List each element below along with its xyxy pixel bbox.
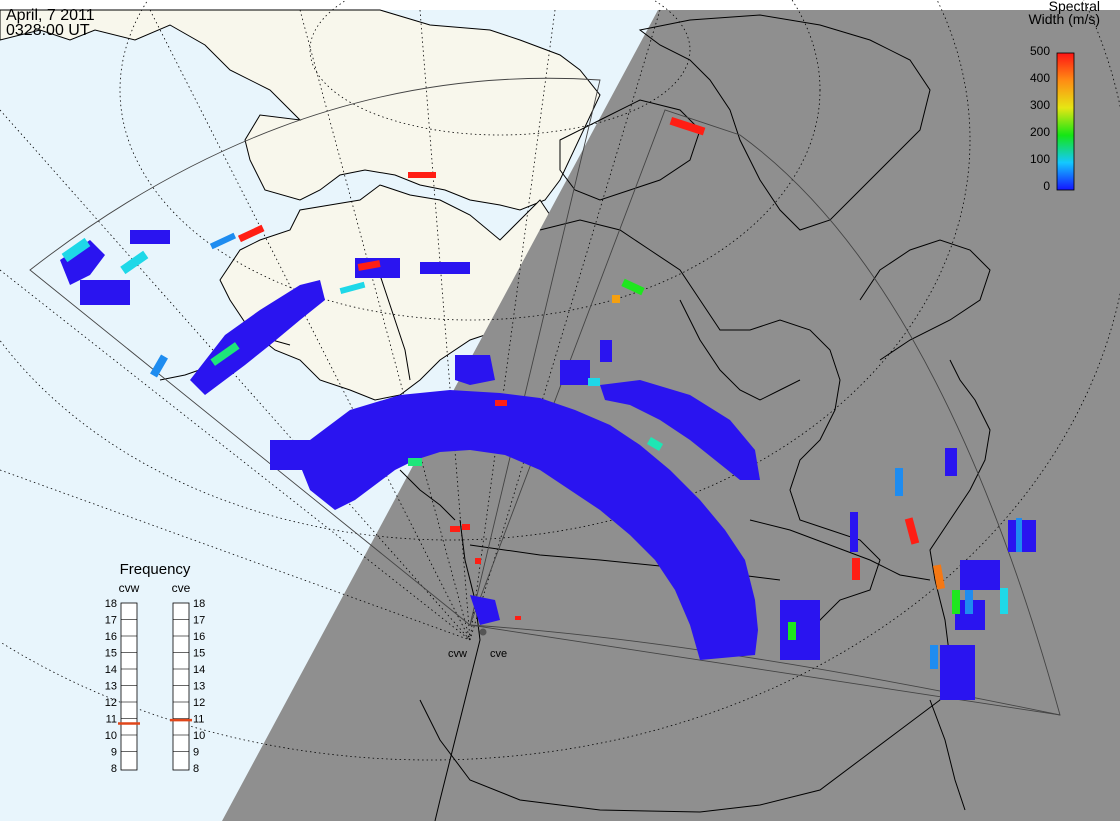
frequency-tick-cvw-9: 9 — [111, 747, 117, 759]
frequency-panel: Frequency cvw cve 1817161514131211109818… — [105, 561, 206, 775]
frequency-title: Frequency — [120, 561, 191, 578]
date-label: April, 7 2011 — [6, 7, 95, 24]
time-label: 0328:00 UT — [6, 22, 90, 39]
station-label-cvw: cvw — [448, 648, 467, 660]
frequency-tick-cvw-12: 12 — [105, 697, 117, 709]
frequency-tick-cvw-15: 15 — [105, 648, 117, 660]
frequency-tick-cve-16: 16 — [193, 631, 205, 643]
frequency-bars: 18 17 16 15 14 13 12 11 10 9 8 18 17 16 15 14 13 12 11 10 9 8 — [105, 598, 206, 775]
frequency-tick-cvw-18: 18 — [105, 598, 117, 610]
colorbar-title: Spectral Width (m/s) — [1028, 0, 1100, 26]
frequency-tick-cvw-8: 8 — [111, 763, 117, 775]
frequency-tick-cve-9: 9 — [193, 747, 199, 759]
timestamp-header: April, 7 2011 0328:00 UT — [6, 7, 95, 39]
frequency-tick-cve-12: 12 — [193, 697, 205, 709]
land-day-side — [0, 9, 601, 211]
colorbar-ticks: 500 400 300 200 100 0 — [1030, 44, 1050, 193]
radar-site-marker — [479, 628, 487, 636]
frequency-tick-cve-14: 14 — [193, 664, 205, 676]
frequency-tick-cvw-11: 11 — [106, 714, 117, 726]
colorbar-tick-100: 100 — [1030, 152, 1050, 166]
spectral-width-colorbar — [1056, 52, 1075, 191]
frequency-tick-cve-17: 17 — [193, 615, 205, 627]
frequency-tick-cve-8: 8 — [193, 763, 199, 775]
frequency-tick-cvw-14: 14 — [105, 664, 117, 676]
colorbar-title-line1: Spectral — [1048, 0, 1100, 14]
frequency-tick-cve-13: 13 — [193, 681, 205, 693]
graticule — [0, 0, 1120, 761]
frequency-tick-cve-15: 15 — [193, 648, 205, 660]
frequency-bar-cvw — [120, 602, 138, 771]
station-label-cve: cve — [490, 648, 507, 660]
colorbar-tick-300: 300 — [1030, 98, 1050, 112]
frequency-column-label-cvw: cvw — [119, 581, 140, 595]
frequency-bar-cve — [172, 602, 190, 771]
colorbar-tick-400: 400 — [1030, 71, 1050, 85]
colorbar-tick-0: 0 — [1043, 179, 1050, 193]
frequency-tick-cvw-10: 10 — [105, 730, 117, 742]
frequency-tick-cvw-13: 13 — [105, 681, 117, 693]
frequency-tick-cvw-17: 17 — [105, 615, 117, 627]
frequency-tick-cve-10: 10 — [193, 730, 205, 742]
frequency-tick-cvw-16: 16 — [105, 631, 117, 643]
frequency-column-label-cve: cve — [172, 581, 191, 595]
radar-echoes-colored — [61, 116, 1022, 669]
frequency-tick-cve-11: 11 — [193, 714, 204, 726]
colorbar-tick-200: 200 — [1030, 125, 1050, 139]
radar-echoes — [60, 230, 1036, 700]
frequency-tick-cve-18: 18 — [193, 598, 205, 610]
colorbar-title-line2: Width (m/s) — [1028, 11, 1100, 27]
colorbar-tick-500: 500 — [1030, 44, 1050, 58]
